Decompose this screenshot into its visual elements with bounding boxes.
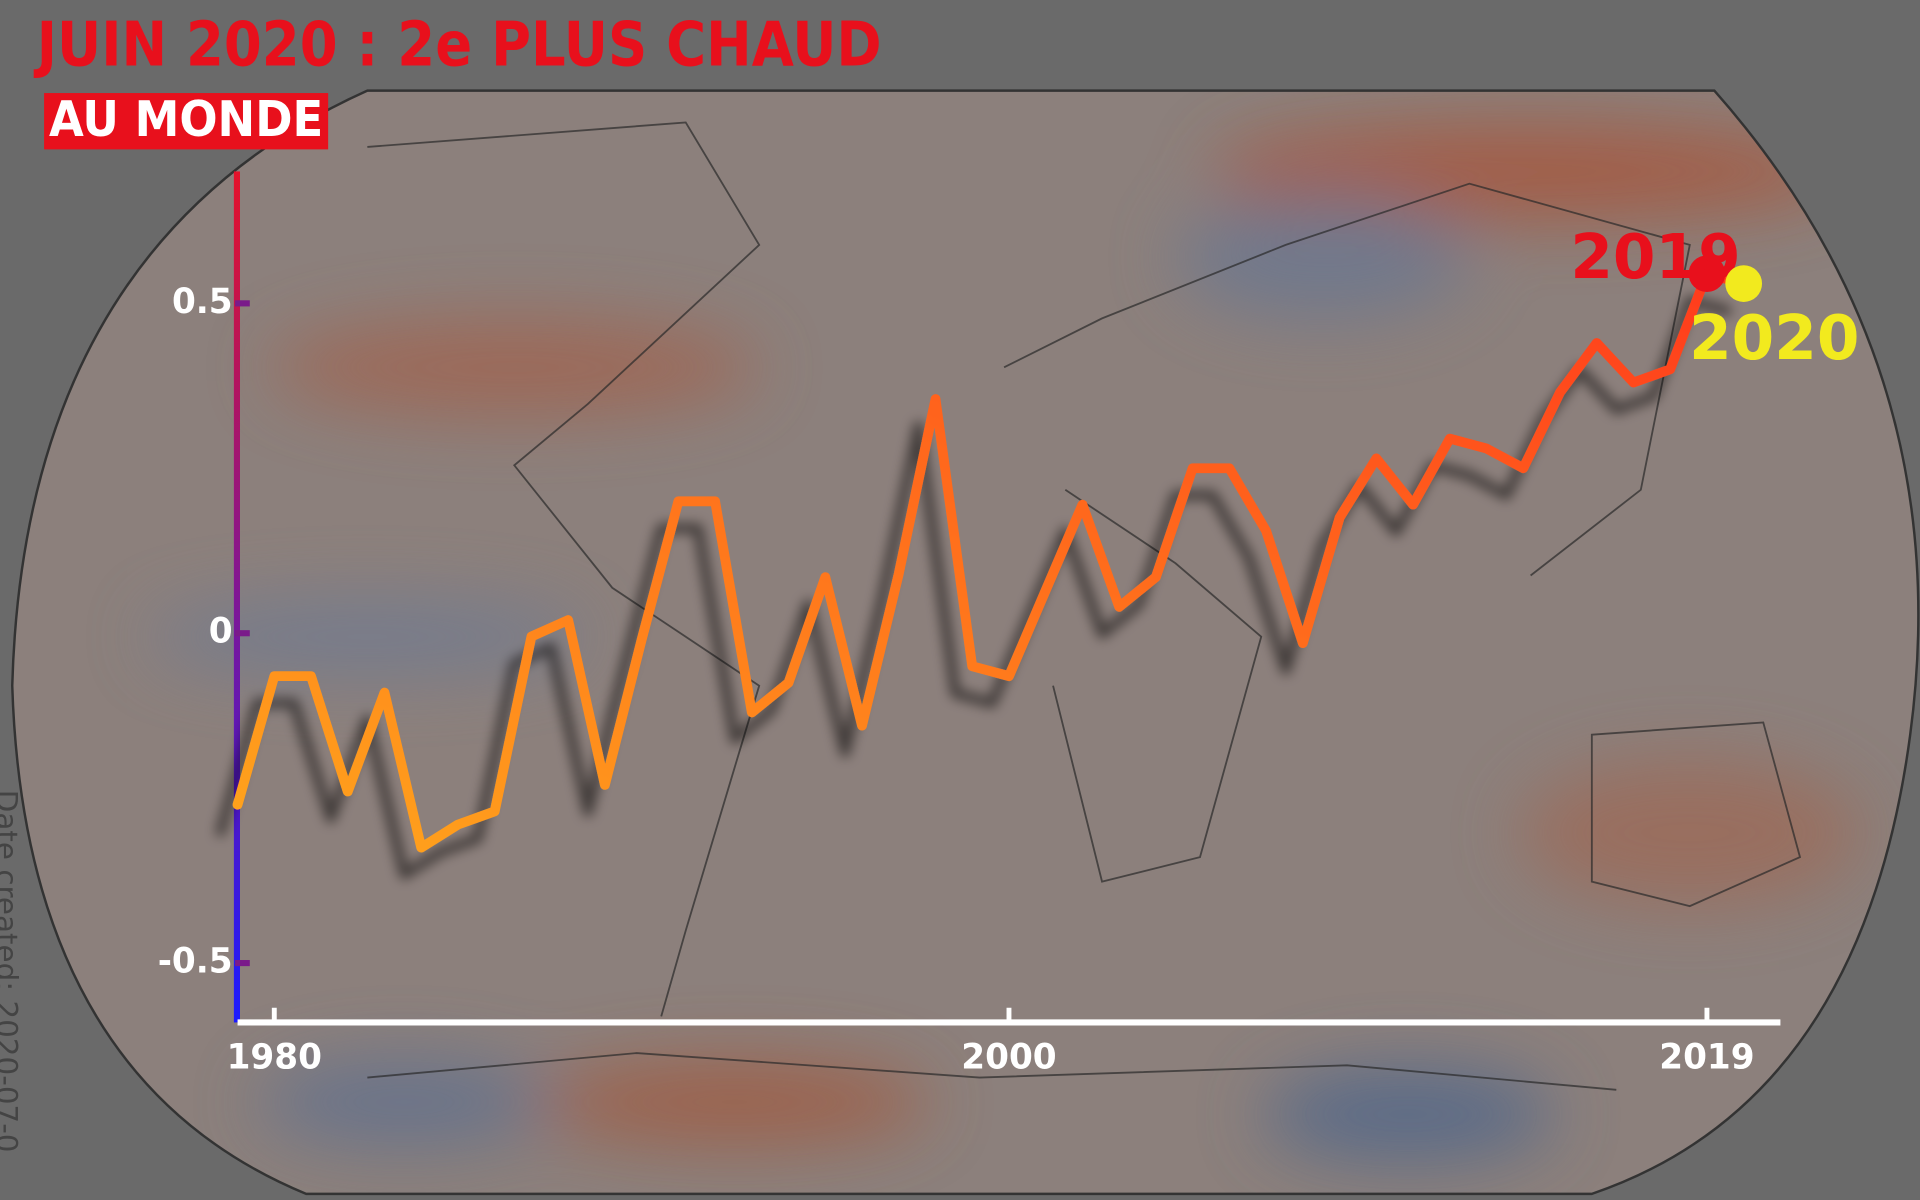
y-axis [233, 171, 240, 1023]
map-blob [146, 600, 588, 674]
highlight-point [1688, 255, 1726, 293]
annotation: 2019 [1570, 222, 1740, 293]
footnote: Date created: 2020-07-0 [0, 790, 23, 1153]
x-tick-label: 2019 [1659, 1038, 1754, 1078]
map-blob [269, 318, 760, 417]
data-line [232, 268, 1749, 853]
map-blob [1518, 759, 1862, 907]
map-blob [1261, 1065, 1556, 1164]
y-tick-label: -0.5 [158, 942, 233, 982]
map-blob [1175, 195, 1470, 319]
map-blob [538, 1059, 931, 1145]
y-tick-label: 0.5 [172, 282, 233, 322]
chart-title: JUIN 2020 : 2e PLUS CHAUD [33, 10, 881, 81]
coastlines [367, 121, 1802, 1091]
map-blob [1212, 122, 1849, 221]
chart-subtitle: AU MONDE [49, 91, 323, 148]
y-tick-label: 0 [209, 612, 233, 652]
highlight-point [1725, 265, 1763, 302]
map-blobs [146, 122, 1862, 1164]
subtitle-box [44, 93, 329, 150]
x-tick-label: 1980 [227, 1038, 322, 1078]
map-outline [11, 89, 1920, 1196]
annotation: 2020 [1689, 303, 1859, 374]
x-tick-label: 2000 [961, 1038, 1056, 1078]
map-blob [257, 1059, 552, 1145]
